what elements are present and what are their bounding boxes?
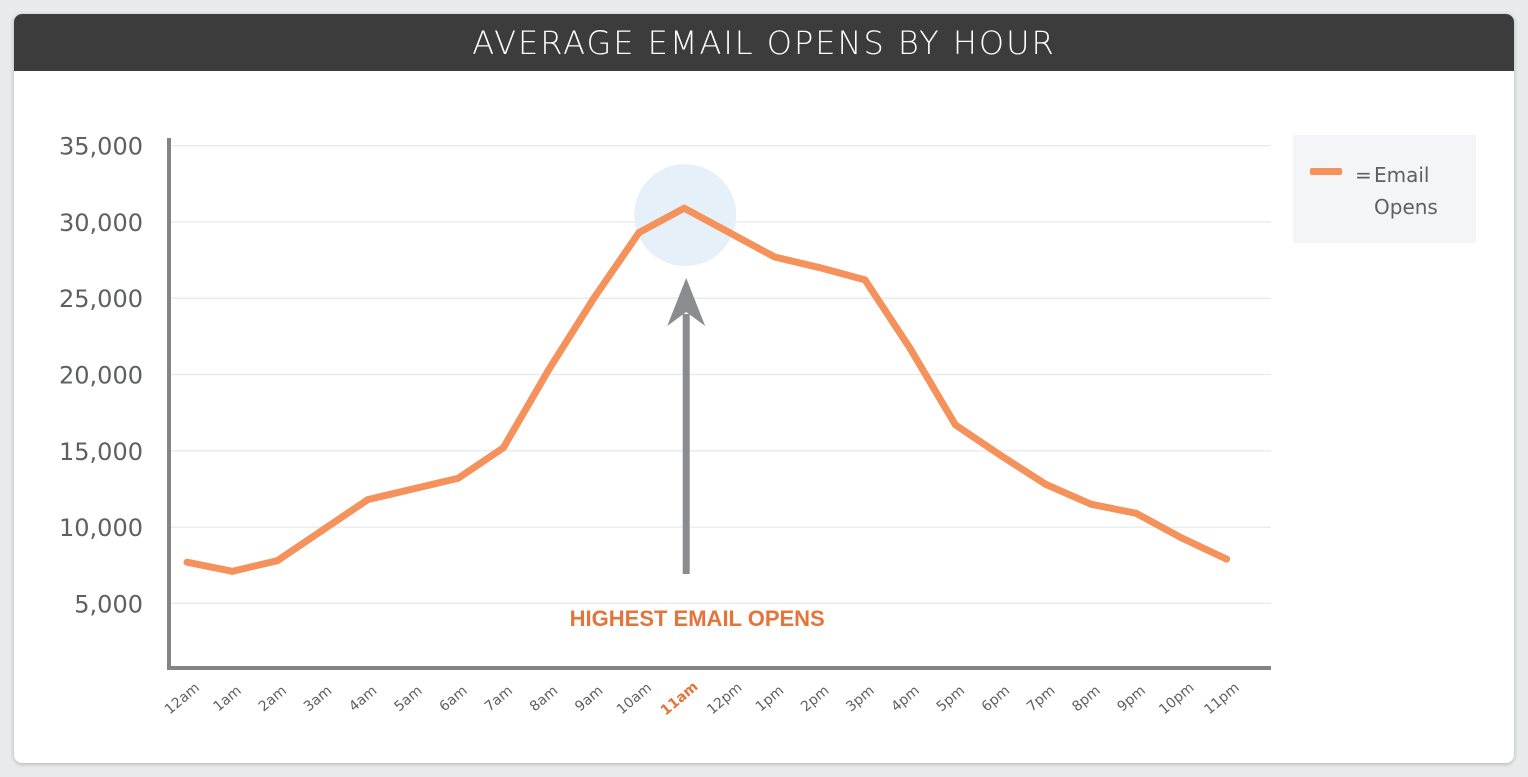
x-tick-label: 10pm xyxy=(1156,680,1197,718)
x-tick-label: 1pm xyxy=(753,683,787,715)
x-tick-label: 2am xyxy=(256,683,290,715)
data-point xyxy=(409,485,417,493)
x-tick-label: 5am xyxy=(391,683,425,715)
x-tick-label: 4am xyxy=(346,683,380,715)
data-point xyxy=(1177,534,1185,542)
data-point xyxy=(906,345,914,353)
y-tick-label: 30,000 xyxy=(59,209,143,237)
y-tick-label: 15,000 xyxy=(59,438,143,466)
data-point xyxy=(1223,555,1231,563)
x-tick-label-highlighted: 11am xyxy=(658,679,702,719)
x-tick-label: 2pm xyxy=(798,683,832,715)
data-point xyxy=(545,366,553,374)
x-tick-label: 7pm xyxy=(1024,683,1058,715)
data-point xyxy=(1042,480,1050,488)
data-point xyxy=(771,253,779,261)
x-tick-label: 9pm xyxy=(1114,683,1148,715)
x-tick-label: 8pm xyxy=(1069,683,1103,715)
x-tick-label: 9am xyxy=(572,683,606,715)
email-opens-line-chart: 5,000 10,000 15,000 20,000 25,000 30,000 35,00… xyxy=(59,133,1271,719)
y-tick-label: 20,000 xyxy=(59,362,143,390)
data-point xyxy=(499,444,507,452)
data-point xyxy=(273,557,281,565)
x-tick-label: 3am xyxy=(301,683,335,715)
data-point xyxy=(319,526,327,534)
x-tick-label: 8am xyxy=(527,683,561,715)
x-tick-label: 1am xyxy=(211,683,245,715)
x-tick-label: 12pm xyxy=(704,680,745,718)
data-point xyxy=(951,421,959,429)
x-tick-label: 10am xyxy=(614,680,655,718)
legend-label: Email Opens xyxy=(1374,163,1438,219)
data-point xyxy=(454,474,462,482)
y-tick-label: 25,000 xyxy=(59,285,143,313)
chart-card: AVERAGE EMAIL OPENS BY HOUR 5,000 10,000 1… xyxy=(14,14,1514,763)
data-point xyxy=(635,229,643,237)
x-tick-label: 11pm xyxy=(1201,680,1242,718)
x-tick-label: 4pm xyxy=(888,683,922,715)
legend-swatch xyxy=(1310,168,1342,175)
chart-title: AVERAGE EMAIL OPENS BY HOUR xyxy=(472,23,1056,62)
data-point xyxy=(590,294,598,302)
y-tick-label: 5,000 xyxy=(74,590,143,618)
data-point xyxy=(997,451,1005,459)
data-point xyxy=(680,204,688,212)
data-point xyxy=(816,264,824,272)
legend: = Email Opens xyxy=(1293,135,1476,243)
up-arrow-icon xyxy=(667,278,706,326)
data-point xyxy=(228,567,236,575)
y-tick-label: 35,000 xyxy=(59,133,143,161)
x-tick-label: 6pm xyxy=(979,683,1013,715)
x-tick-label: 3pm xyxy=(843,683,877,715)
x-tick-label: 5pm xyxy=(934,683,968,715)
data-point xyxy=(364,496,372,504)
data-point xyxy=(1132,509,1140,517)
x-tick-label: 12am xyxy=(162,680,203,718)
x-tick-label: 7am xyxy=(482,683,516,715)
annotation-label: HIGHEST EMAIL OPENS xyxy=(570,606,825,631)
data-point xyxy=(861,276,869,284)
title-bar: AVERAGE EMAIL OPENS BY HOUR xyxy=(14,14,1514,71)
data-point xyxy=(1087,500,1095,508)
y-tick-label: 10,000 xyxy=(59,514,143,542)
data-point xyxy=(725,229,733,237)
x-tick-label: 6am xyxy=(437,683,471,715)
highlight-circle xyxy=(634,164,737,267)
legend-equals: = xyxy=(1355,163,1372,187)
data-point xyxy=(183,558,191,566)
series-line-email-opens xyxy=(186,204,1229,575)
